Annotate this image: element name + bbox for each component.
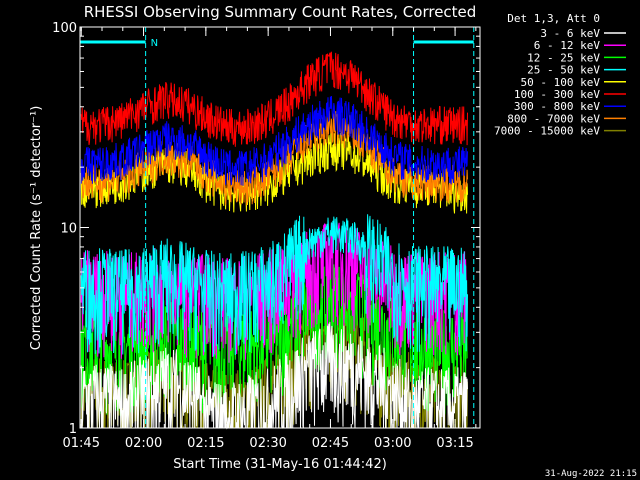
night-label: N [151,38,158,49]
legend-label: 100 - 300 keV [514,88,600,101]
x-tick-label: 01:45 [63,436,100,451]
series-layer [80,51,468,430]
chart-title: RHESSI Observing Summary Count Rates, Co… [84,3,477,21]
legend-label: 300 - 800 keV [514,100,600,113]
x-tick-label: 02:45 [312,436,349,451]
x-tick-label: 03:15 [436,436,473,451]
legend-label: 6 - 12 keV [534,39,601,52]
legend-label: 25 - 50 keV [527,64,600,77]
footer-timestamp: 31-Aug-2022 21:15 [545,469,637,479]
series-line [80,51,468,147]
legend-label: 800 - 7000 keV [507,112,600,125]
x-tick-label: 02:00 [125,436,162,451]
y-tick-labels: 1 10 100 [52,21,77,437]
x-axis-label: Start Time (31-May-16 01:44:42) [173,457,387,472]
series-100-300-kev [80,51,468,147]
legend-header: Det 1,3, Att 0 [507,12,600,25]
x-tick-label: 03:00 [374,436,411,451]
axes [79,26,481,429]
x-tick-label: 02:30 [249,436,286,451]
y-axis-label: Corrected Count Rate (s⁻¹ detector⁻¹) [29,106,44,351]
legend-label: 3 - 6 keV [540,27,600,40]
y-tick-label: 10 [60,222,77,237]
y-tick-label: 100 [52,21,77,36]
legend-label: 7000 - 15000 keV [494,125,600,138]
legend-label: 12 - 25 keV [527,51,600,64]
x-tick-labels: 01:45 02:00 02:15 02:30 02:45 03:00 03:15 [63,436,474,451]
x-tick-label: 02:15 [187,436,224,451]
legend-label: 50 - 100 keV [521,76,601,89]
y-tick-label: 1 [69,422,77,437]
